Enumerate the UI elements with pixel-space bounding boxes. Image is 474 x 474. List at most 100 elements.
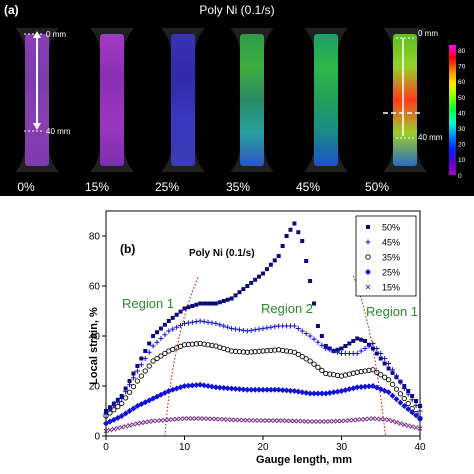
data-point <box>146 419 152 424</box>
data-point <box>189 416 195 421</box>
data-point <box>330 389 337 396</box>
colorbar-tick-label: 60 <box>458 79 466 86</box>
data-point <box>295 388 302 395</box>
data-point <box>260 418 266 423</box>
data-point <box>315 364 321 370</box>
specimen-strain-map <box>393 34 417 166</box>
data-point <box>244 417 250 423</box>
data-point <box>138 373 144 379</box>
data-point <box>413 425 419 430</box>
data-point <box>374 369 380 375</box>
data-point <box>268 347 274 354</box>
x-tick-label: 0 <box>103 442 109 453</box>
marker-label-40mm: 40 mm <box>46 127 71 136</box>
data-point <box>295 418 301 424</box>
data-point <box>303 419 309 424</box>
data-point <box>150 418 156 424</box>
data-point <box>363 339 368 343</box>
data-point <box>343 418 348 424</box>
data-point <box>186 305 191 310</box>
data-point <box>142 356 148 361</box>
data-point <box>217 416 223 422</box>
data-point <box>417 426 423 431</box>
data-point <box>252 418 258 423</box>
data-point <box>190 304 195 308</box>
data-point <box>229 296 234 301</box>
data-point <box>119 424 125 430</box>
panel-a-title: Poly Ni (0.1/s) <box>199 3 275 17</box>
data-point <box>284 234 289 238</box>
data-point <box>154 418 160 424</box>
data-point <box>131 371 136 376</box>
data-point <box>362 416 368 422</box>
data-point <box>139 356 144 361</box>
series-45pct <box>103 318 423 416</box>
data-point <box>233 293 238 298</box>
data-point <box>127 423 132 428</box>
data-point <box>409 409 416 416</box>
data-point <box>221 299 226 303</box>
data-point <box>291 388 298 394</box>
data-point <box>174 324 180 330</box>
data-point <box>111 426 117 432</box>
region-label-left: Region 1 <box>122 296 174 311</box>
legend-marker <box>365 284 371 290</box>
data-point <box>354 384 361 391</box>
data-point <box>296 230 301 235</box>
data-point <box>260 348 266 354</box>
data-point <box>166 319 171 323</box>
data-point <box>236 327 242 333</box>
data-point <box>311 419 317 424</box>
data-point <box>248 417 254 423</box>
data-point <box>299 418 305 424</box>
data-point <box>130 375 136 381</box>
data-point <box>253 277 258 282</box>
x-tick-label: 20 <box>257 442 269 453</box>
data-point <box>213 321 219 326</box>
data-point <box>225 417 231 422</box>
data-point <box>264 325 270 331</box>
data-point <box>201 416 207 421</box>
data-point <box>158 336 164 341</box>
data-point <box>307 333 313 339</box>
legend-marker <box>365 269 371 275</box>
data-point <box>264 348 270 354</box>
data-point <box>374 351 379 356</box>
data-point <box>378 416 384 422</box>
data-point <box>288 227 293 232</box>
data-point <box>237 290 242 295</box>
data-point <box>189 382 196 389</box>
data-point <box>130 383 137 390</box>
data-point <box>135 421 140 426</box>
data-point <box>414 399 419 403</box>
data-point <box>122 410 129 417</box>
data-point <box>350 417 356 423</box>
strain-map-image: 0 mm 40 mm 0 mm 40 mm 80 70 60 50 40 30 20 10 0 <box>15 28 466 180</box>
data-point <box>394 419 399 425</box>
data-point <box>107 427 113 433</box>
marker-label-0mm-last: 0 mm <box>418 29 438 38</box>
panel-b-label: (b) <box>120 242 135 256</box>
strain-chart-panel: (b) Poly Ni (0.1/s) 0 10 20 30 40 0 20 40 60 80 R… <box>0 196 474 474</box>
legend-marker <box>365 254 371 260</box>
data-point <box>249 280 254 285</box>
data-point <box>385 377 392 383</box>
specimen-strain-label: 15% <box>84 180 110 194</box>
data-point <box>370 341 376 346</box>
x-tick-label: 30 <box>336 442 348 453</box>
series-35pct <box>103 340 423 422</box>
data-point <box>209 320 215 326</box>
data-point <box>205 319 211 325</box>
data-point <box>240 327 246 333</box>
data-point <box>240 386 247 393</box>
data-point <box>233 326 239 332</box>
data-point <box>127 382 133 388</box>
data-point <box>228 385 235 392</box>
x-axis-label: Gauge length, mm <box>256 454 352 466</box>
data-point <box>143 349 148 353</box>
data-point <box>323 419 329 424</box>
data-point <box>158 418 164 423</box>
data-point <box>292 418 297 424</box>
data-point <box>319 367 325 374</box>
data-point <box>378 351 384 356</box>
